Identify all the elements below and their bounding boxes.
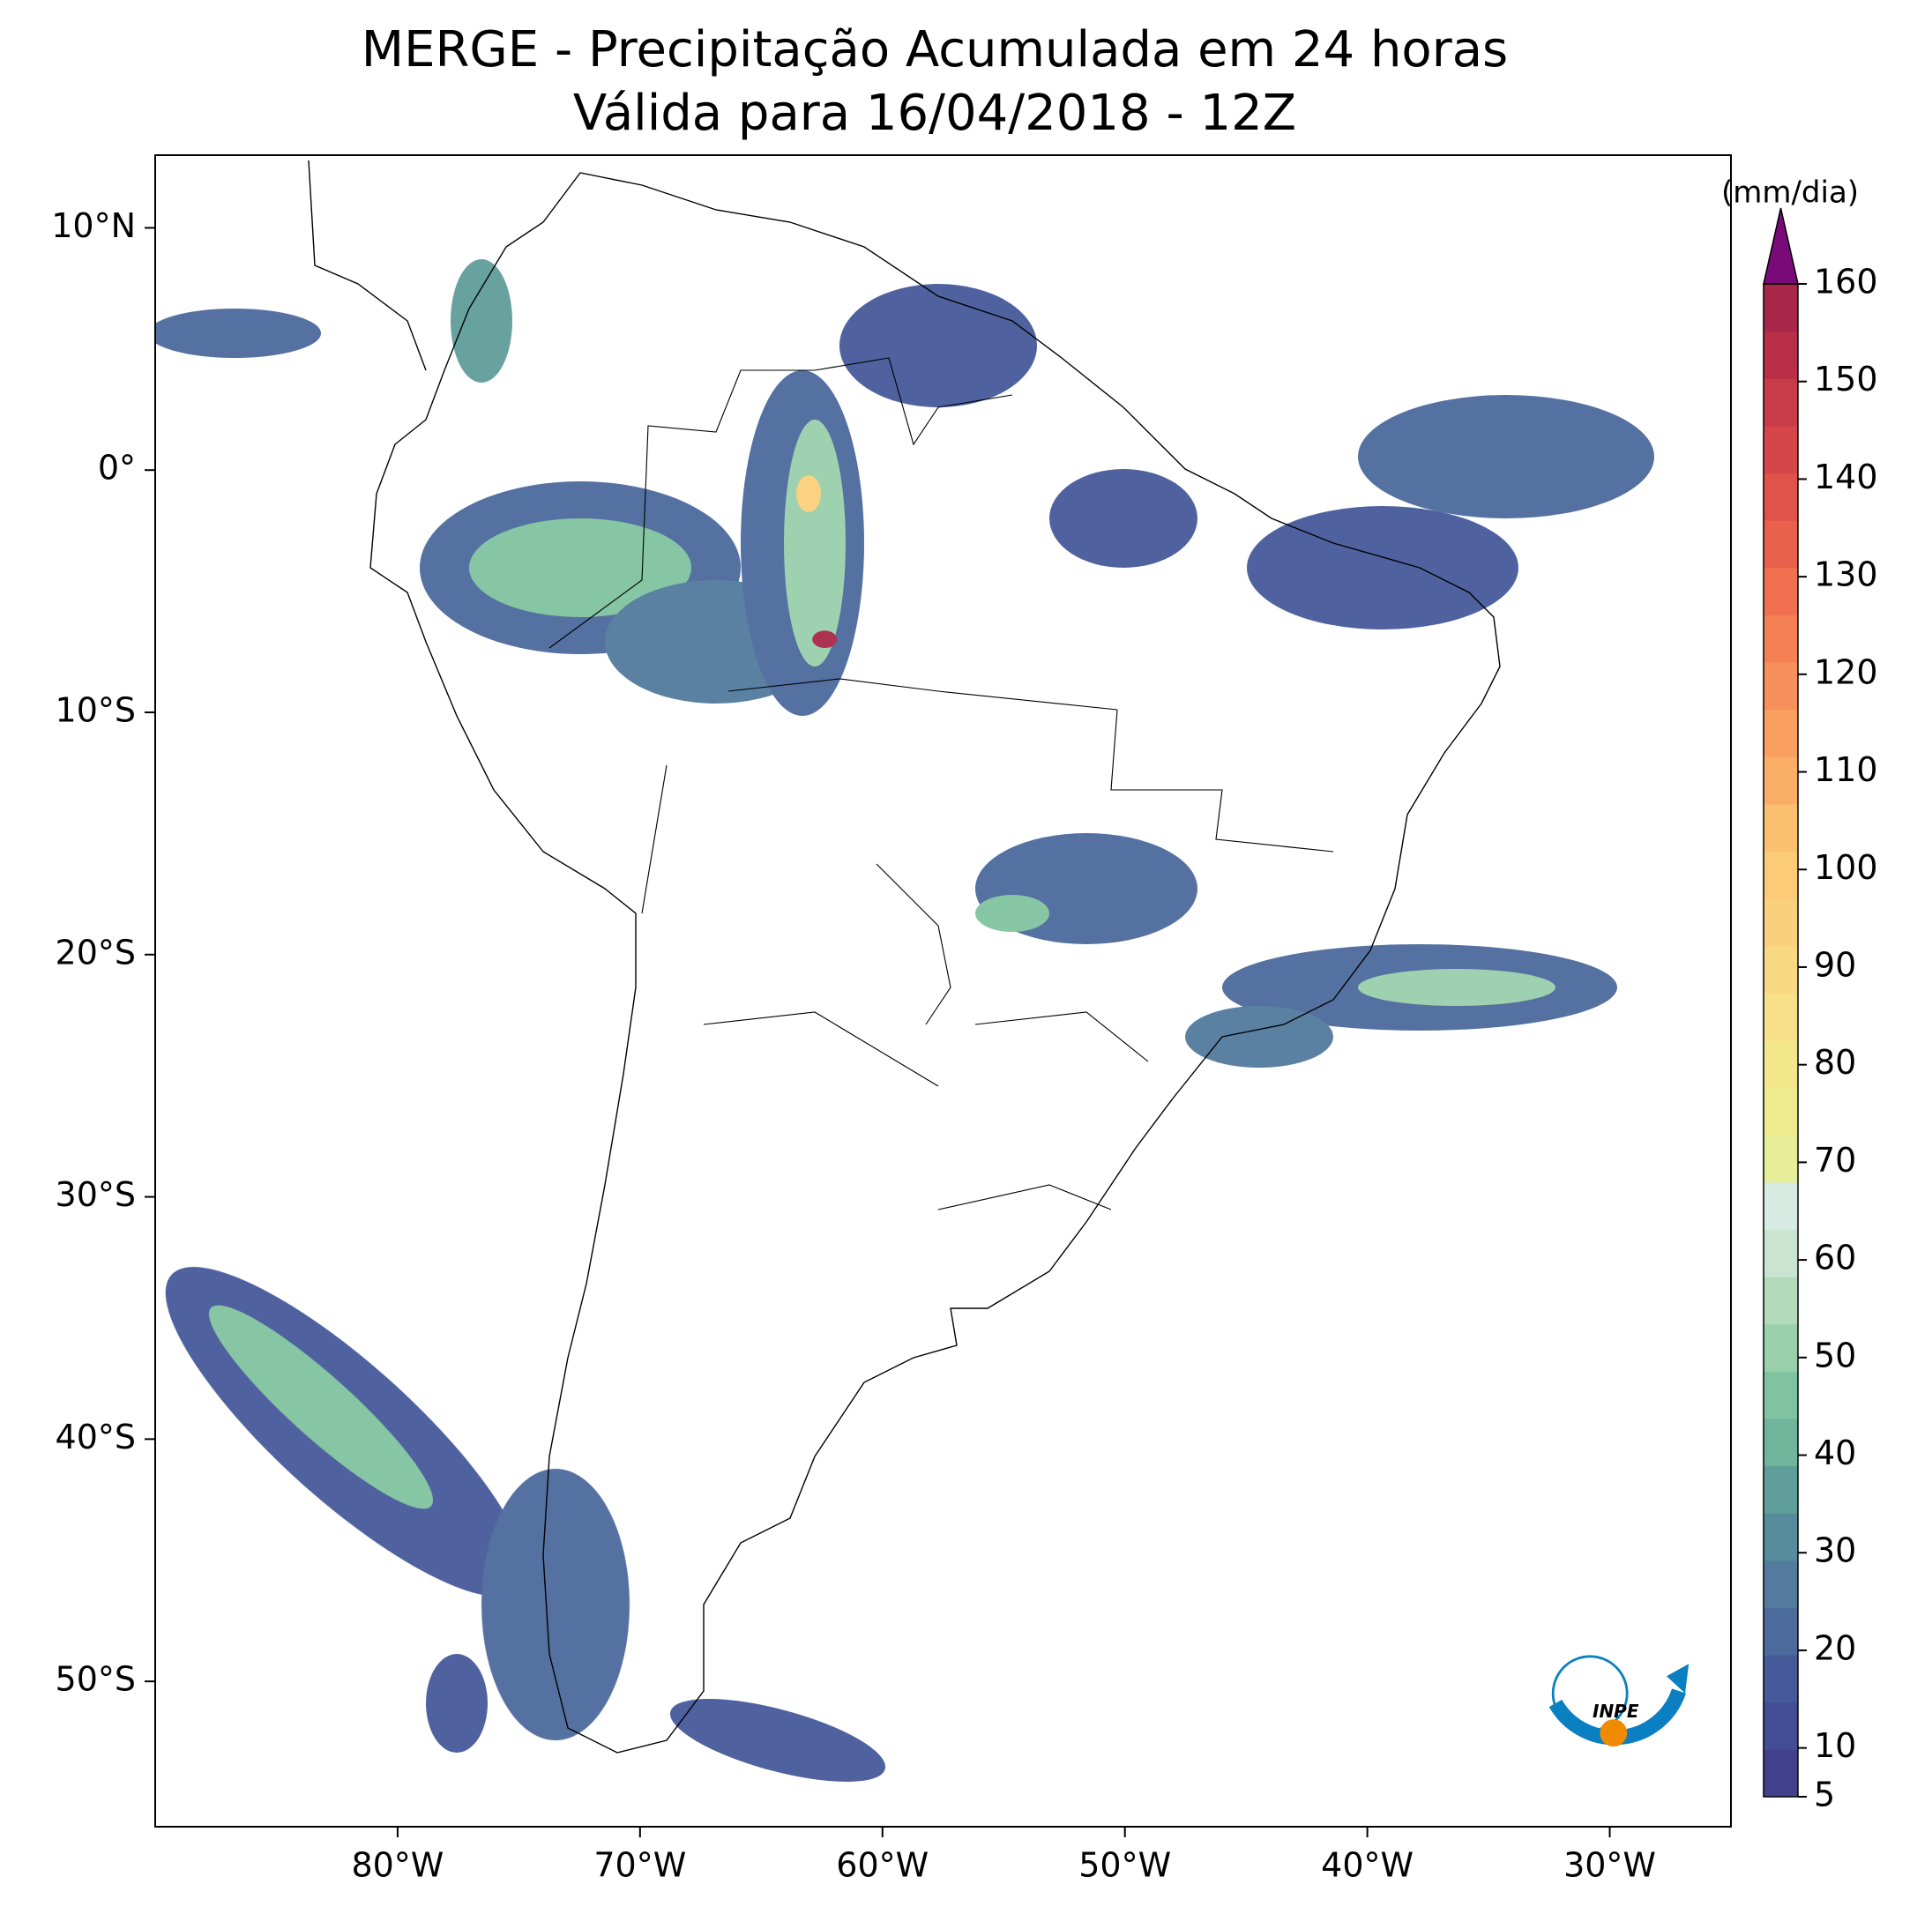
colorbar-tick-label: 70 <box>1814 1141 1856 1180</box>
colorbar-band <box>1764 1655 1798 1703</box>
colorbar-tick-label: 160 <box>1814 263 1878 302</box>
colorbar-tick-label: 40 <box>1814 1434 1856 1472</box>
x-tick-label: 50°W <box>1078 1846 1171 1885</box>
title: MERGE - Precipitação Acumulada em 24 hor… <box>362 21 1508 78</box>
colorbar-tick-label: 130 <box>1814 555 1878 594</box>
x-tick-label: 30°W <box>1563 1846 1656 1885</box>
borders <box>548 357 1334 1210</box>
colorbar-band <box>1764 662 1798 711</box>
colorbar-tick-label: 90 <box>1814 945 1856 984</box>
y-tick-label: 10°S <box>56 691 136 730</box>
colorbar-tick-label: 60 <box>1814 1239 1856 1277</box>
colorbar-band <box>1764 756 1798 805</box>
colorbar-band <box>1764 1229 1798 1277</box>
colorbar-frame <box>1763 283 1799 1798</box>
colorbar-band <box>1764 1749 1798 1798</box>
colorbar-band <box>1764 709 1798 757</box>
colorbar-band <box>1764 425 1798 473</box>
colorbar-band <box>1764 1465 1798 1514</box>
colorbar-label: (mm/dia) <box>1721 175 1859 211</box>
colorbar-band <box>1764 1181 1798 1230</box>
y-tick-label: 40°S <box>56 1418 136 1456</box>
x-tick-label: 70°W <box>593 1846 686 1885</box>
colorbar-tick-label: 110 <box>1814 750 1878 789</box>
map-frame <box>154 154 1732 1828</box>
map-layers <box>155 160 1690 1782</box>
colorbar-band <box>1764 473 1798 521</box>
colorbar-band <box>1764 1702 1798 1750</box>
coastline <box>369 172 1501 1754</box>
x-tick-label: 80°W <box>351 1846 444 1885</box>
central-america <box>308 160 427 371</box>
colorbar-band <box>1764 1513 1798 1561</box>
subtitle: Válida para 16/04/2018 - 12Z <box>573 85 1296 142</box>
colorbar-band <box>1764 331 1798 379</box>
logo <box>1548 1655 1690 1746</box>
colorbar-tick-label: 120 <box>1814 652 1878 691</box>
colorbar-band <box>1764 1087 1798 1136</box>
colorbar-band <box>1764 567 1798 615</box>
colorbar-tick-label: 80 <box>1814 1043 1856 1082</box>
y-tick-label: 0° <box>98 449 136 488</box>
y-tick-label: 30°S <box>56 1175 136 1214</box>
colorbar-band <box>1764 1040 1798 1089</box>
colorbar-band <box>1764 1135 1798 1183</box>
colorbar-tick-label: 140 <box>1814 458 1878 496</box>
x-tick-label: 40°W <box>1321 1846 1414 1885</box>
precip-field <box>155 259 1654 1782</box>
colorbar-tick-label: 100 <box>1814 848 1878 887</box>
y-tick-label: 10°N <box>51 206 136 245</box>
logo-text: INPE <box>1593 1701 1639 1722</box>
colorbar-tick-label: 20 <box>1814 1628 1856 1667</box>
colorbar-tick-label: 5 <box>1814 1776 1835 1814</box>
colorbar-extend <box>1763 207 1799 285</box>
colorbar-tick-label: 30 <box>1814 1531 1856 1570</box>
colorbar-band <box>1764 614 1798 663</box>
y-tick-label: 20°S <box>56 933 136 972</box>
colorbar-tick-label: 50 <box>1814 1336 1856 1374</box>
colorbar-band <box>1764 1560 1798 1608</box>
colorbar-tick-label: 150 <box>1814 360 1878 398</box>
colorbar-band <box>1764 851 1798 899</box>
colorbar-band <box>1764 945 1798 994</box>
map-area: INPE <box>155 160 1690 1782</box>
colorbar-band <box>1764 993 1798 1041</box>
x-tick-label: 60°W <box>836 1846 929 1885</box>
colorbar-band <box>1764 378 1798 427</box>
colorbar-band <box>1764 284 1798 332</box>
colorbar-band <box>1764 898 1798 947</box>
colorbar-band <box>1764 1277 1798 1325</box>
colorbar-band <box>1764 1323 1798 1372</box>
colorbar-band <box>1764 1419 1798 1467</box>
colorbar-band <box>1764 803 1798 852</box>
colorbar-band <box>1764 1607 1798 1656</box>
y-tick-label: 50°S <box>56 1660 136 1699</box>
colorbar-band <box>1764 1371 1798 1419</box>
colorbar-tick-label: 10 <box>1814 1726 1856 1765</box>
colorbar-band <box>1764 520 1798 569</box>
